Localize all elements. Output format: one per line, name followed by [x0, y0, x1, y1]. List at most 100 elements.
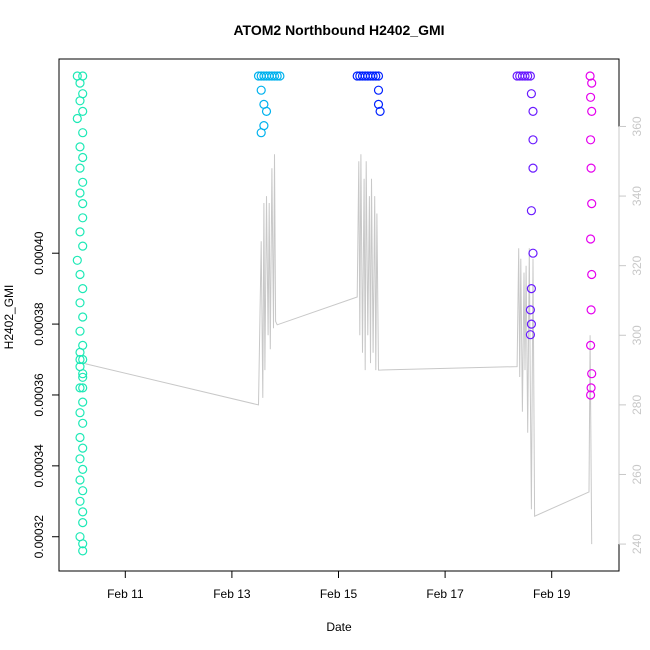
data-point: [75, 383, 85, 393]
series-5: [585, 71, 597, 400]
data-point: [371, 71, 381, 81]
secondary-y-tick-label: 320: [630, 255, 644, 275]
data-point: [525, 305, 536, 315]
data-point: [256, 85, 266, 95]
data-point: [78, 199, 88, 209]
data-point: [78, 383, 88, 393]
series-4: [512, 71, 538, 340]
data-point: [586, 383, 596, 393]
data-point: [75, 269, 85, 280]
data-point: [72, 255, 82, 265]
y-axis-label: H2402_GMI: [2, 285, 16, 350]
data-point: [78, 241, 88, 251]
data-point: [75, 163, 85, 173]
data-point: [78, 284, 88, 294]
data-point: [78, 486, 88, 496]
data-point: [587, 199, 597, 209]
secondary-series-line: [82, 154, 593, 545]
secondary-y-tick-label: 360: [630, 116, 644, 136]
data-point: [586, 305, 596, 315]
x-axis-label: Date: [326, 620, 352, 634]
data-point: [528, 163, 538, 173]
data-point: [587, 269, 597, 280]
secondary-line-layer: [82, 154, 593, 545]
data-point: [587, 106, 597, 117]
data-point: [528, 248, 538, 258]
secondary-y-tick-label: 260: [630, 464, 644, 484]
data-point: [78, 464, 88, 474]
data-point: [528, 106, 538, 117]
x-tick-label: Feb 11: [107, 587, 144, 601]
data-point: [585, 234, 596, 244]
data-point: [78, 546, 88, 556]
secondary-y-tick-label: 240: [630, 534, 644, 554]
data-point: [75, 496, 85, 506]
data-point: [520, 71, 530, 81]
data-point: [72, 113, 82, 124]
data-point: [75, 188, 85, 198]
data-point: [368, 71, 378, 81]
data-point: [526, 284, 537, 294]
data-point: [526, 89, 537, 99]
data-point: [78, 539, 88, 549]
data-point: [75, 96, 85, 106]
secondary-y-tick-label: 280: [630, 395, 644, 415]
x-tick-label: Feb 19: [533, 587, 571, 601]
data-point: [78, 128, 88, 138]
data-point: [373, 71, 384, 81]
data-point: [78, 177, 88, 187]
points-layer: [72, 71, 597, 556]
data-point: [78, 152, 88, 163]
data-point: [373, 99, 384, 110]
x-tick-label: Feb 13: [213, 587, 251, 601]
data-point: [75, 475, 85, 485]
data-point: [526, 206, 537, 216]
data-point: [75, 298, 85, 308]
data-point: [78, 372, 88, 382]
data-point: [75, 432, 85, 443]
y-axis: 0.00032 0.00034 0.00036 0.00038 0.00040: [32, 231, 60, 559]
data-point: [78, 312, 88, 322]
data-point: [75, 227, 85, 237]
y-tick-label: 0.00034: [32, 444, 46, 488]
y-tick-label: 0.00032: [32, 515, 46, 559]
data-point: [75, 408, 85, 418]
data-point: [256, 128, 266, 138]
data-point: [373, 85, 384, 95]
data-point: [528, 135, 538, 145]
y-tick-label: 0.00038: [32, 302, 46, 346]
data-point: [585, 92, 596, 102]
data-point: [75, 326, 85, 336]
data-point: [78, 397, 88, 407]
x-tick-label: Feb 15: [320, 587, 358, 601]
secondary-y-tick-label: 340: [630, 186, 644, 206]
data-point: [75, 454, 85, 464]
data-point: [525, 330, 536, 340]
data-point: [375, 106, 385, 117]
x-axis: Feb 11 Feb 13 Feb 15 Feb 17 Feb 19: [107, 570, 571, 601]
series-1: [72, 71, 88, 556]
y-tick-label: 0.00040: [32, 231, 46, 275]
x-tick-label: Feb 17: [426, 587, 464, 601]
data-point: [272, 71, 282, 81]
data-point: [585, 390, 596, 400]
data-point: [78, 213, 88, 223]
series-2: [253, 71, 285, 138]
data-point: [78, 106, 88, 117]
data-point: [269, 71, 280, 81]
data-point: [275, 71, 285, 81]
secondary-y-axis: 240 260 280 300 320 340 360: [618, 116, 644, 554]
series-3: [352, 71, 385, 117]
data-point: [75, 142, 85, 152]
data-point: [78, 507, 88, 517]
data-point: [78, 517, 88, 528]
data-point: [75, 78, 85, 88]
data-point: [586, 163, 596, 173]
data-point: [523, 71, 533, 81]
y-tick-label: 0.00036: [32, 373, 46, 417]
data-point: [261, 106, 272, 117]
data-point: [78, 354, 88, 365]
chart-title: ATOM2 Northbound H2402_GMI: [233, 22, 444, 38]
data-point: [587, 78, 597, 88]
